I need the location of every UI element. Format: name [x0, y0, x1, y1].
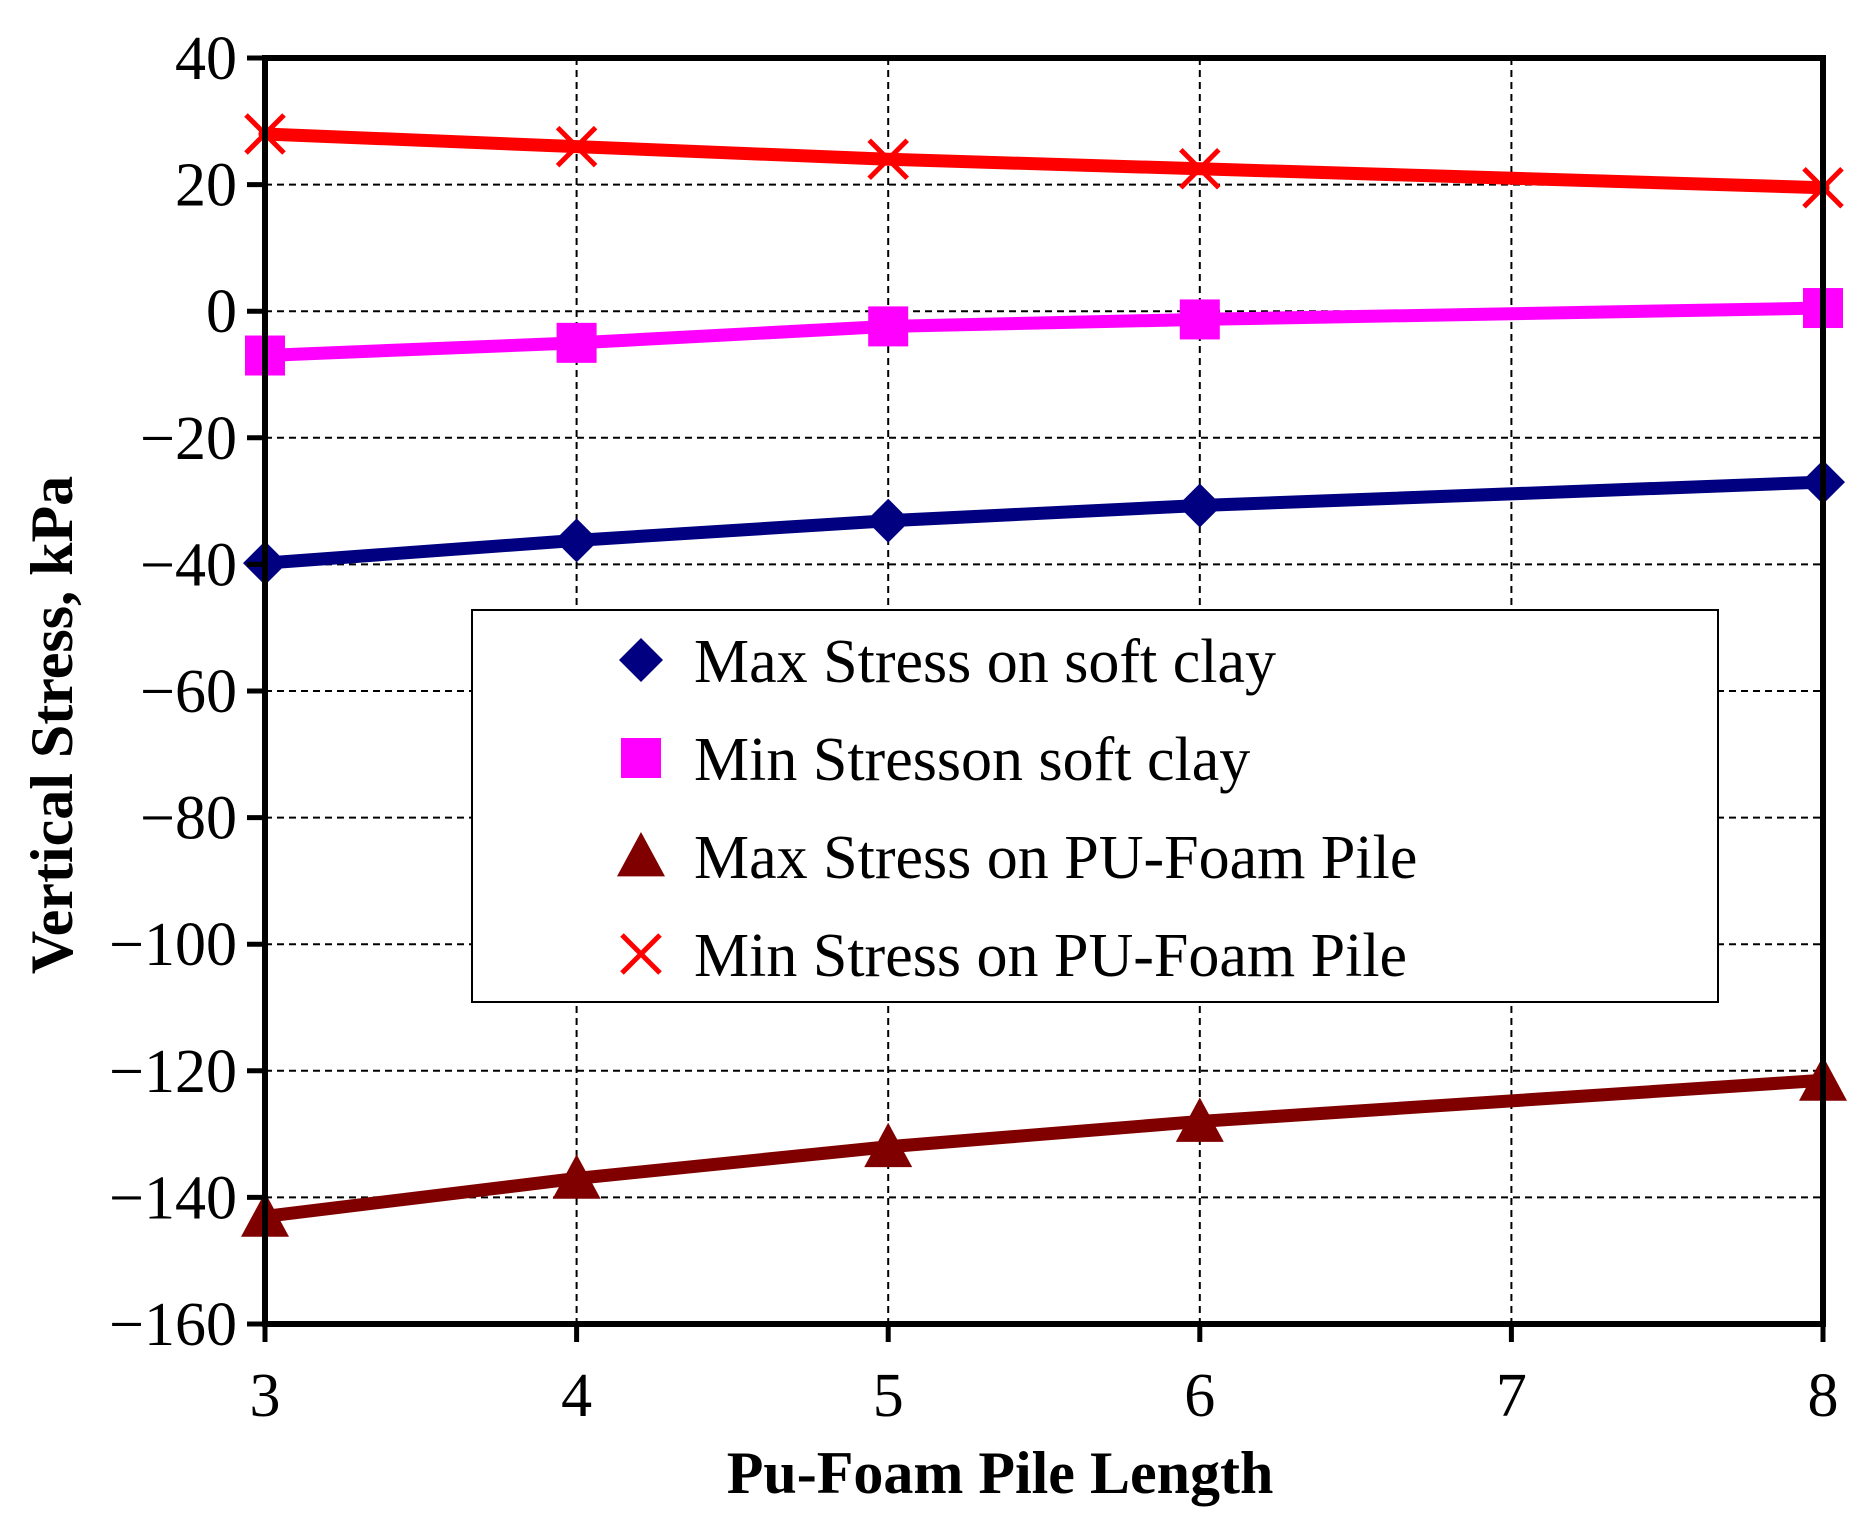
- data-point: [1177, 483, 1222, 528]
- legend-item: Max Stress on soft clay: [619, 628, 1276, 696]
- data-point: [868, 306, 909, 347]
- x-axis-title: Pu-Foam Pile Length: [727, 1440, 1274, 1506]
- data-point: [867, 138, 909, 181]
- data-point: [552, 1154, 601, 1199]
- series-line: [258, 475, 1830, 570]
- legend-marker: [619, 638, 663, 682]
- y-tick-label: −20: [140, 405, 237, 473]
- data-point: [1179, 148, 1221, 190]
- y-tick-label: −120: [109, 1038, 237, 1106]
- data-point: [555, 125, 598, 168]
- y-tick-label: −40: [140, 531, 237, 599]
- legend-label: Min Stresson soft clay: [694, 726, 1250, 794]
- legend-item: Max Stress on PU-Foam Pile: [617, 824, 1417, 892]
- legend-item: Min Stress on PU-Foam Pile: [620, 922, 1407, 990]
- x-tick-label: 6: [1184, 1362, 1215, 1430]
- data-point: [866, 498, 911, 543]
- series-min-stresson-soft-clay: [245, 288, 1843, 376]
- data-point: [1179, 299, 1220, 340]
- series-layer: [241, 113, 1847, 1237]
- y-axis-title: Vertical Stress, kPa: [19, 476, 85, 974]
- data-point: [554, 518, 599, 563]
- legend-marker: [617, 832, 665, 877]
- legend: Max Stress on soft clay Min Stresson soft…: [471, 609, 1719, 1003]
- series-max-stress-on-soft-clay: [243, 460, 1845, 586]
- series-line: [258, 301, 1830, 363]
- y-tick-label: −160: [109, 1291, 237, 1359]
- x-tick-label: 7: [1496, 1362, 1527, 1430]
- y-tick-label: −140: [109, 1164, 237, 1232]
- x-tick-label: 3: [250, 1362, 281, 1430]
- x-tick-label: 8: [1808, 1362, 1839, 1430]
- series-line: [258, 1073, 1830, 1223]
- legend-label: Max Stress on soft clay: [694, 628, 1276, 696]
- legend-item: Min Stresson soft clay: [621, 726, 1250, 794]
- legend-marker: [620, 933, 662, 975]
- data-point: [556, 322, 597, 363]
- series-line: [258, 127, 1830, 195]
- series-max-stress-on-pu-foam-pile: [241, 1056, 1847, 1237]
- y-tick-label: 40: [175, 25, 237, 93]
- x-tick-label: 4: [561, 1362, 592, 1430]
- x-tick-label: 5: [873, 1362, 904, 1430]
- legend-marker: [621, 738, 661, 778]
- legend-box: [471, 609, 1719, 1003]
- y-tick-label: −80: [140, 785, 237, 853]
- y-tick-label: 20: [175, 152, 237, 220]
- data-point: [864, 1122, 913, 1168]
- legend-label: Min Stress on PU-Foam Pile: [694, 922, 1407, 990]
- y-tick-label: 0: [206, 278, 237, 346]
- legend-label: Max Stress on PU-Foam Pile: [694, 824, 1417, 892]
- legend-items: Max Stress on soft clay Min Stresson soft…: [617, 628, 1417, 990]
- y-tick-label: −100: [109, 911, 237, 979]
- series-min-stress-on-pu-foam-pile: [244, 113, 1844, 209]
- data-point: [1175, 1097, 1224, 1142]
- y-tick-label: −60: [140, 658, 237, 726]
